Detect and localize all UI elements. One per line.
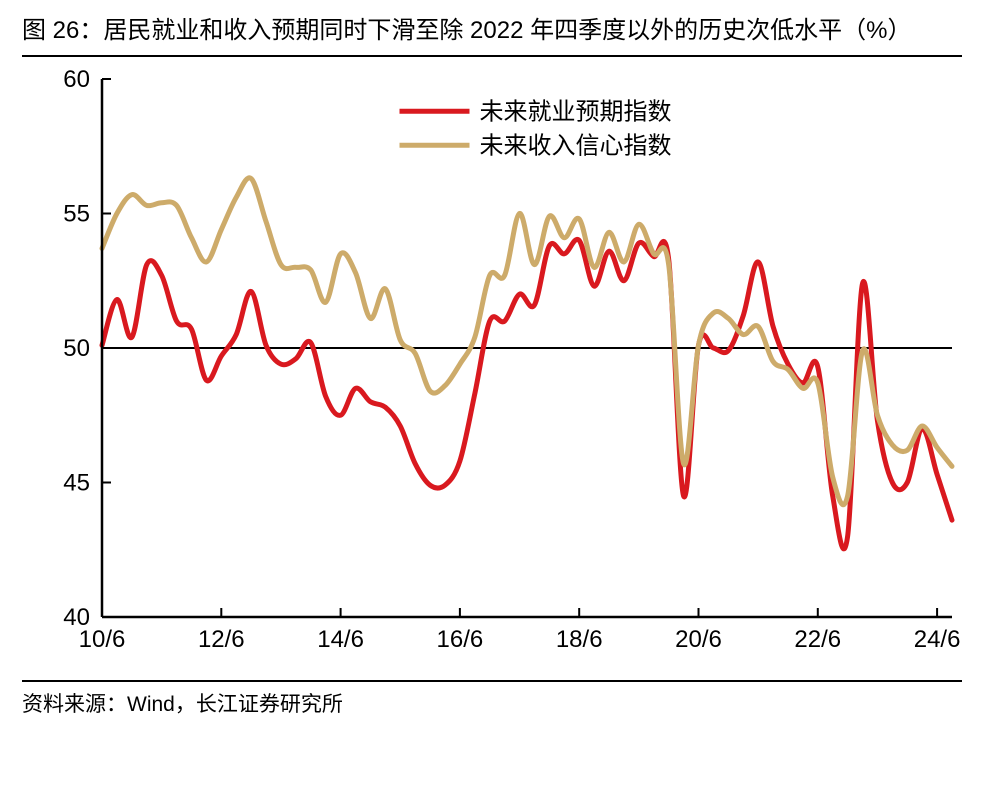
source-label: 资料来源： bbox=[22, 693, 127, 716]
figure-number: 图 26： bbox=[22, 17, 103, 44]
series-line-0 bbox=[102, 239, 952, 549]
x-tick-label: 12/6 bbox=[198, 626, 245, 653]
legend-label: 未来就业预期指数 bbox=[480, 98, 672, 125]
figure-title-text: 居民就业和收入预期同时下滑至除 2022 年四季度以外的历史次低水平（%） bbox=[103, 17, 911, 44]
x-tick-label: 16/6 bbox=[437, 626, 484, 653]
y-tick-label: 45 bbox=[63, 469, 90, 496]
line-chart-svg: 404550556010/612/614/616/618/620/622/624… bbox=[22, 57, 962, 672]
source-value: Wind，长江证券研究所 bbox=[127, 693, 343, 716]
x-tick-label: 22/6 bbox=[794, 626, 841, 653]
x-tick-label: 14/6 bbox=[317, 626, 364, 653]
rule-bottom bbox=[22, 680, 962, 682]
y-tick-label: 50 bbox=[63, 335, 90, 362]
x-tick-label: 24/6 bbox=[914, 626, 961, 653]
source-line: 资料来源：Wind，长江证券研究所 bbox=[22, 688, 962, 718]
legend-label: 未来收入信心指数 bbox=[480, 132, 672, 159]
chart-title: 图 26：居民就业和收入预期同时下滑至除 2022 年四季度以外的历史次低水平（… bbox=[22, 14, 962, 49]
x-tick-label: 18/6 bbox=[556, 626, 603, 653]
chart-area: 404550556010/612/614/616/618/620/622/624… bbox=[22, 57, 962, 672]
x-tick-label: 20/6 bbox=[675, 626, 722, 653]
y-tick-label: 60 bbox=[63, 66, 90, 93]
y-tick-label: 55 bbox=[63, 200, 90, 227]
x-tick-label: 10/6 bbox=[79, 626, 126, 653]
